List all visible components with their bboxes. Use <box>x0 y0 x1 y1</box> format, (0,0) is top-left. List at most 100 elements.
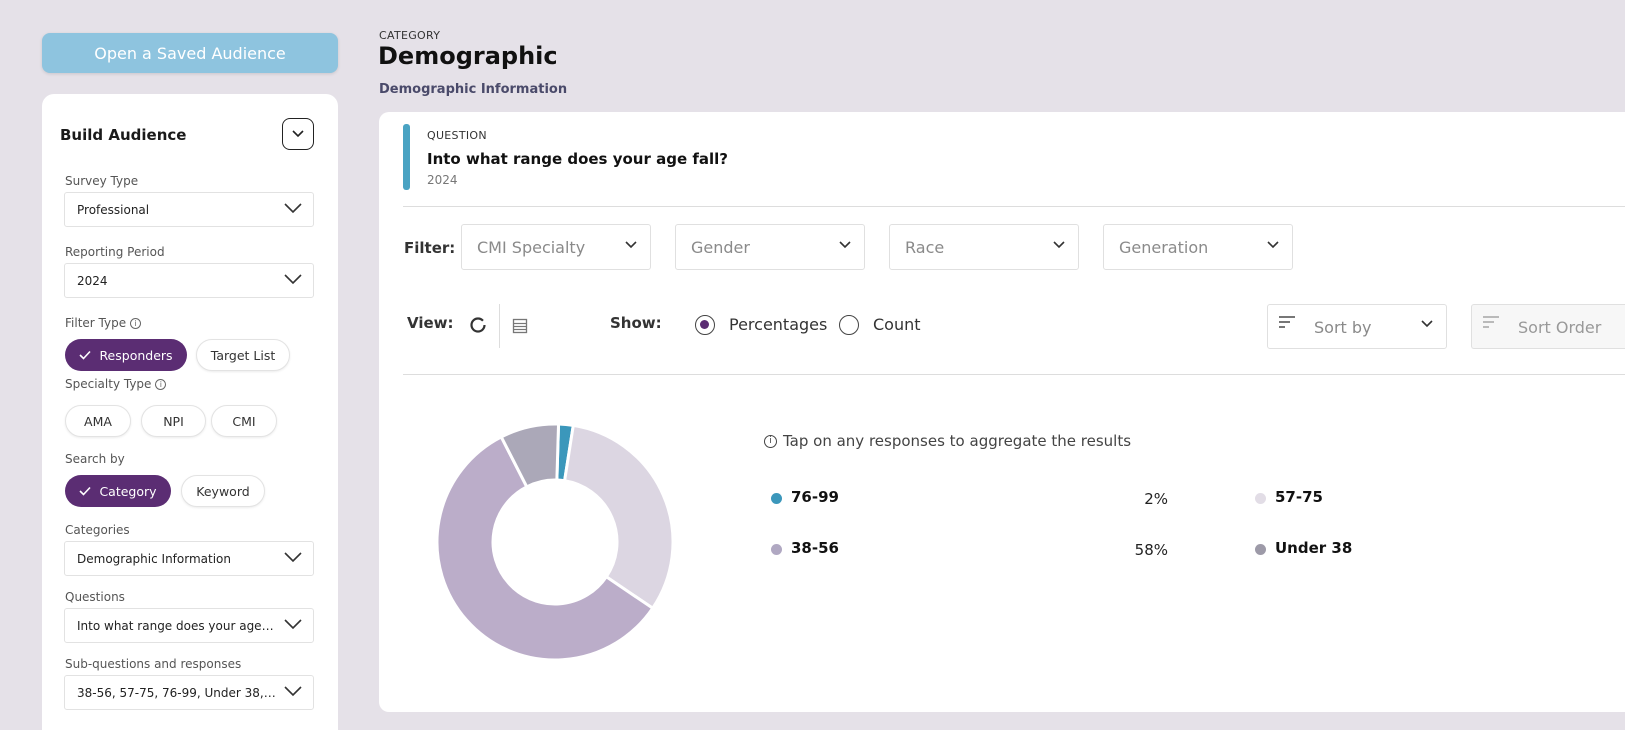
sort-by-label: Sort by <box>1314 318 1372 337</box>
info-icon[interactable]: i <box>130 317 142 329</box>
page-title: Demographic <box>378 42 558 70</box>
reporting-period-select[interactable]: 2024 <box>64 263 314 298</box>
reporting-period-label: Reporting Period <box>65 245 165 259</box>
chevron-down-icon <box>284 686 302 697</box>
filter-generation[interactable]: Generation <box>1103 224 1293 270</box>
search-by-label: Search by <box>65 452 125 466</box>
question-label: QUESTION <box>427 129 487 142</box>
legend-label: 76-99 <box>791 488 839 506</box>
legend-label: 38-56 <box>791 539 839 557</box>
radio-percentages[interactable] <box>695 315 715 335</box>
chip-ama[interactable]: AMA <box>65 405 131 437</box>
filter-label: Filter: <box>404 239 456 257</box>
sort-lines-icon <box>1483 316 1499 328</box>
collapse-button[interactable] <box>282 118 314 150</box>
legend-label: Under 38 <box>1275 539 1353 557</box>
category-subtitle: Demographic Information <box>379 82 568 97</box>
legend-label: 57-75 <box>1275 488 1323 506</box>
question-accent-bar <box>403 124 410 190</box>
chevron-down-icon <box>1421 320 1433 328</box>
chevron-down-icon <box>625 241 637 249</box>
filter-race[interactable]: Race <box>889 224 1079 270</box>
sort-lines-icon <box>1279 316 1295 328</box>
legend-item-38-56[interactable]: 38-56 <box>771 539 839 557</box>
chip-category[interactable]: Category <box>65 475 171 507</box>
chevron-down-icon <box>284 274 302 285</box>
questions-select[interactable]: Into what range does your age fall? <box>64 608 314 643</box>
info-icon[interactable]: i <box>155 378 167 390</box>
categories-select[interactable]: Demographic Information <box>64 541 314 576</box>
view-label: View: <box>407 314 454 332</box>
chip-keyword-label: Keyword <box>196 483 250 499</box>
questions-label: Questions <box>65 590 125 604</box>
chip-cmi-label: CMI <box>232 413 256 429</box>
donut-slice-57-75[interactable] <box>562 423 675 611</box>
legend-pct-38-56: 58% <box>1134 541 1168 559</box>
radio-percentages-label: Percentages <box>729 315 828 334</box>
chevron-down-icon <box>839 241 851 249</box>
survey-type-label: Survey Type <box>65 174 139 188</box>
chip-target-list[interactable]: Target List <box>196 339 290 371</box>
legend-dot <box>1255 492 1266 504</box>
chevron-down-icon <box>292 130 304 138</box>
open-saved-audience-button[interactable]: Open a Saved Audience <box>42 33 338 73</box>
legend-item-76-99[interactable]: 76-99 <box>771 488 839 506</box>
chevron-down-icon <box>284 203 302 214</box>
filter-gender[interactable]: Gender <box>675 224 865 270</box>
divider <box>403 374 1625 375</box>
donut-slice-38-56[interactable] <box>435 434 655 662</box>
filter-cmi-specialty[interactable]: CMI Specialty <box>461 224 651 270</box>
sort-order-dropdown[interactable]: Sort Order <box>1471 304 1625 349</box>
chip-responders-label: Responders <box>99 347 173 363</box>
reporting-period-value: 2024 <box>77 273 108 288</box>
question-year: 2024 <box>427 173 458 187</box>
sort-by-dropdown[interactable]: Sort by <box>1267 304 1447 349</box>
filter-generation-label: Generation <box>1119 237 1209 257</box>
chip-npi-label: NPI <box>163 413 184 429</box>
view-separator <box>499 304 500 348</box>
aggregate-hint: i Tap on any responses to aggregate the … <box>764 432 1131 450</box>
filter-gender-label: Gender <box>691 237 750 257</box>
survey-type-select[interactable]: Professional <box>64 192 314 227</box>
check-icon <box>79 486 92 496</box>
age-donut-chart[interactable] <box>433 420 677 664</box>
sort-order-label: Sort Order <box>1518 318 1602 337</box>
specialty-type-label: Specialty Type i <box>65 377 167 391</box>
specialty-type-label-text: Specialty Type <box>65 377 152 391</box>
question-card: QUESTION Into what range does your age f… <box>379 112 1625 712</box>
radio-count[interactable] <box>839 315 859 335</box>
categories-value: Demographic Information <box>77 551 231 566</box>
legend-dot <box>1255 543 1266 555</box>
chevron-down-icon <box>1053 241 1065 249</box>
build-audience-panel: Build Audience Survey Type Professional … <box>42 94 338 730</box>
chevron-down-icon <box>284 552 302 563</box>
subquestions-label: Sub-questions and responses <box>65 657 242 671</box>
chip-ama-label: AMA <box>84 413 112 429</box>
donut-chart-icon[interactable] <box>469 316 487 334</box>
donut-slice-under-38[interactable] <box>499 422 561 489</box>
legend-pct-76-99: 2% <box>1144 490 1168 508</box>
info-icon: i <box>764 434 777 448</box>
question-text: Into what range does your age fall? <box>427 150 728 168</box>
chip-target-list-label: Target List <box>210 347 276 363</box>
filter-type-label-text: Filter Type <box>65 316 127 330</box>
categories-label: Categories <box>65 523 130 537</box>
chevron-down-icon <box>284 619 302 630</box>
subquestions-select[interactable]: 38-56, 57-75, 76-99, Under 38, All <box>64 675 314 710</box>
table-view-icon[interactable] <box>512 318 528 334</box>
chip-cmi[interactable]: CMI <box>211 405 277 437</box>
category-label: CATEGORY <box>379 29 441 42</box>
radio-count-label: Count <box>873 315 921 334</box>
subquestions-value: 38-56, 57-75, 76-99, Under 38, All <box>77 685 277 700</box>
legend-item-under-38[interactable]: Under 38 <box>1255 539 1352 557</box>
legend-item-57-75[interactable]: 57-75 <box>1255 488 1323 506</box>
filter-race-label: Race <box>905 237 945 257</box>
divider <box>403 206 1625 207</box>
chip-npi[interactable]: NPI <box>141 405 206 437</box>
aggregate-hint-text: Tap on any responses to aggregate the re… <box>783 432 1132 450</box>
chip-responders[interactable]: Responders <box>65 339 187 371</box>
panel-title: Build Audience <box>60 126 187 144</box>
chip-category-label: Category <box>99 483 157 499</box>
chip-keyword[interactable]: Keyword <box>181 475 265 507</box>
show-label: Show: <box>610 314 662 332</box>
